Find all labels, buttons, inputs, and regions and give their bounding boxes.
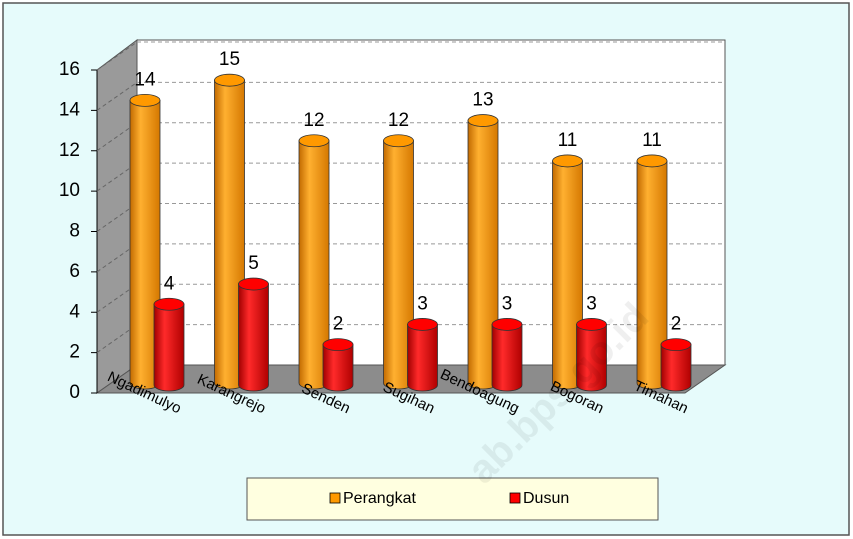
bar-top	[214, 73, 245, 87]
data-label: 12	[303, 110, 324, 131]
data-label: 14	[134, 69, 156, 90]
data-label: 3	[502, 293, 513, 314]
y-tick-label: 4	[69, 301, 80, 322]
bar-top	[660, 338, 692, 352]
data-label: 13	[472, 90, 493, 111]
bar-top	[238, 277, 269, 291]
bar-top	[383, 134, 414, 148]
grid-line	[96, 283, 138, 313]
data-label: 3	[417, 293, 428, 314]
grid-line	[96, 162, 138, 192]
data-label: 2	[333, 314, 344, 335]
y-tick-label: 16	[59, 59, 80, 80]
bar	[238, 283, 269, 392]
bar-top	[636, 154, 668, 168]
bar-top	[407, 318, 438, 331]
bar-top	[467, 114, 499, 127]
legend-label: Dusun	[523, 490, 569, 507]
bar-top	[552, 154, 583, 168]
grid-line	[96, 41, 138, 71]
bar	[491, 324, 523, 392]
data-label: 15	[219, 49, 240, 70]
data-label: 11	[558, 130, 578, 151]
y-tick-label: 8	[69, 221, 80, 242]
bar	[407, 324, 438, 392]
data-label: 12	[388, 110, 409, 131]
grid-line	[96, 81, 138, 111]
y-tick-label: 12	[59, 140, 80, 161]
y-tick-label: 0	[69, 382, 80, 403]
grid-line	[96, 203, 138, 232]
bar-top	[322, 338, 354, 352]
bar	[576, 324, 607, 392]
bar-top	[153, 297, 185, 311]
grid-line	[96, 243, 138, 273]
bar	[660, 344, 692, 392]
legend-label: Perangkat	[343, 490, 416, 507]
legend-swatch	[509, 492, 521, 504]
data-label: 4	[164, 273, 175, 294]
bar-top	[129, 93, 161, 107]
grid-line	[96, 324, 138, 354]
data-label: 5	[248, 253, 259, 274]
y-tick-label: 14	[59, 99, 81, 120]
y-tick-label: 2	[69, 342, 80, 363]
data-label: 3	[586, 293, 597, 314]
y-tick-label: 10	[59, 180, 80, 201]
grid-line	[96, 122, 138, 152]
data-label: 11	[642, 130, 662, 151]
bar	[153, 303, 185, 392]
bar-top	[298, 134, 330, 148]
bar-top	[491, 318, 523, 331]
y-tick-label: 6	[69, 261, 80, 282]
legend	[246, 477, 659, 521]
data-label: 2	[671, 314, 682, 335]
bar-top	[576, 318, 607, 331]
legend-swatch	[329, 492, 341, 504]
bar	[322, 344, 354, 392]
